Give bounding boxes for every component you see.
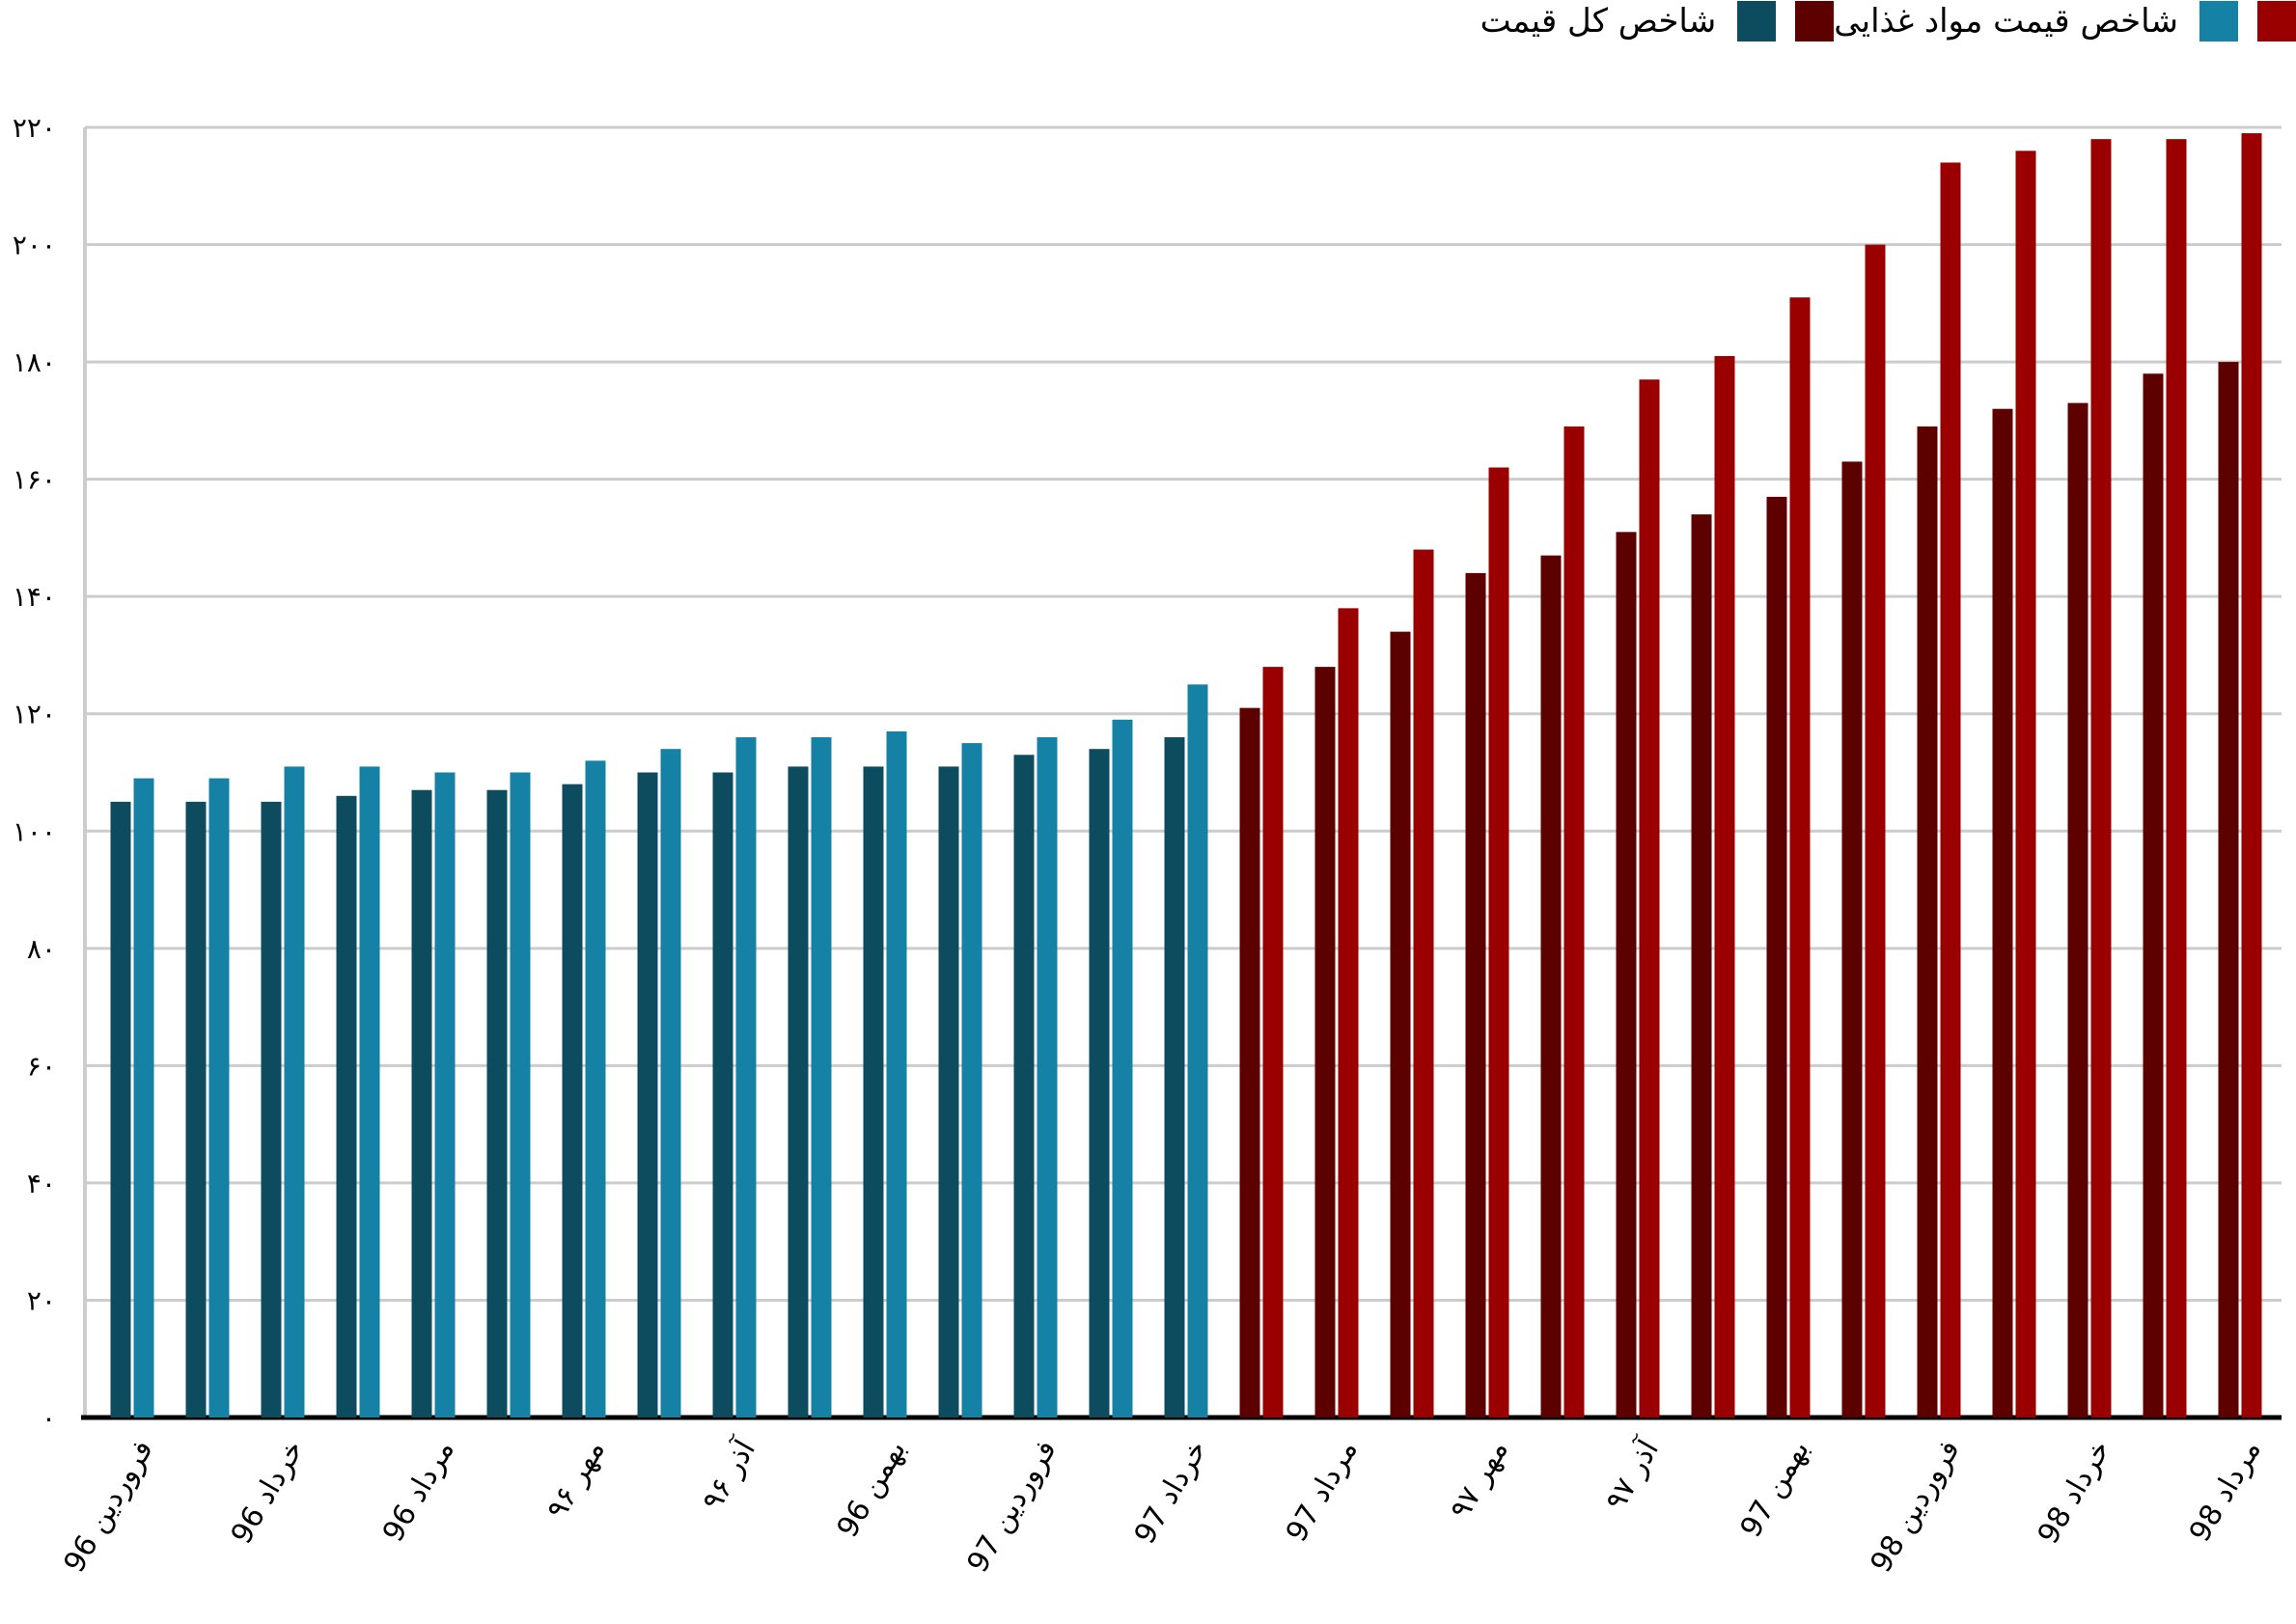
legend: شاخص قیمت مواد غذایی شاخص کل قیمت bbox=[1434, 0, 2296, 42]
bar-food-price-index bbox=[1563, 426, 1585, 1418]
y-tick-label: ۶۰ bbox=[27, 1050, 56, 1082]
bar-total-price-index bbox=[562, 784, 583, 1418]
x-tick-label: مهر ۹۶ bbox=[540, 1435, 612, 1526]
bar-food-price-index bbox=[585, 760, 606, 1418]
bar-total-price-index bbox=[1465, 572, 1486, 1418]
bar-food-price-index bbox=[886, 730, 907, 1418]
x-tick-label: فروردین 97 bbox=[961, 1435, 1064, 1579]
bar-total-price-index bbox=[1164, 737, 1185, 1418]
bar-total-price-index bbox=[637, 772, 658, 1418]
bar-food-price-index bbox=[359, 766, 380, 1418]
bar-total-price-index bbox=[1992, 408, 2013, 1418]
y-tick-label: ۱۸۰ bbox=[13, 346, 56, 378]
bar-food-price-index bbox=[1413, 549, 1434, 1418]
bar-food-price-index bbox=[1789, 297, 1811, 1418]
y-tick-label: ۸۰ bbox=[27, 933, 56, 965]
bar-food-price-index bbox=[2015, 151, 2036, 1418]
bar-total-price-index bbox=[1540, 555, 1562, 1418]
x-tick-label: آذر ۹۶ bbox=[695, 1433, 763, 1517]
bar-total-price-index bbox=[1390, 631, 1411, 1418]
x-tick-label: خرداد 98 bbox=[2032, 1435, 2117, 1551]
x-tick-label: خرداد 97 bbox=[1128, 1435, 1214, 1551]
bar-total-price-index bbox=[261, 801, 282, 1418]
y-tick-label: ۴۰ bbox=[27, 1168, 56, 1199]
bar-total-price-index bbox=[2067, 402, 2089, 1418]
bar-total-price-index bbox=[1616, 532, 1637, 1418]
x-tick-label: خرداد 96 bbox=[225, 1435, 311, 1551]
legend-swatch-food-teal bbox=[2199, 1, 2238, 41]
bar-total-price-index bbox=[185, 801, 207, 1418]
bar-food-price-index bbox=[1940, 162, 1961, 1418]
x-tick-label: بهمن 96 bbox=[831, 1435, 913, 1544]
x-tick-label: مرداد 96 bbox=[376, 1435, 461, 1548]
y-tick-label: ۰ bbox=[41, 1402, 56, 1434]
y-tick-label: ۲۰۰ bbox=[13, 230, 56, 261]
bar-food-price-index bbox=[133, 778, 154, 1418]
bar-food-price-index bbox=[208, 778, 230, 1418]
bar-total-price-index bbox=[1691, 514, 1712, 1418]
bar-food-price-index bbox=[1338, 608, 1359, 1418]
y-tick-label: ۱۰۰ bbox=[13, 815, 56, 847]
x-axis-ticks: فروردین 96 خرداد 96 مرداد 96 مهر ۹۶ آذر ۹۶ به… bbox=[58, 1433, 2268, 1579]
bar-food-price-index bbox=[2166, 139, 2187, 1418]
y-tick-label: ۲۲۰ bbox=[13, 112, 56, 144]
y-tick-label: ۲۰ bbox=[27, 1284, 56, 1316]
legend-swatch-food-red bbox=[2257, 1, 2296, 41]
bar-food-price-index bbox=[284, 766, 305, 1418]
bar-total-price-index bbox=[1013, 755, 1035, 1418]
bar-food-price-index bbox=[811, 737, 832, 1418]
legend-swatch-total-teal bbox=[1737, 1, 1777, 41]
y-axis-ticks: ۰ ۲۰ ۴۰ ۶۰ ۸۰ ۱۰۰ ۱۲۰ ۱۴۰ ۱۶۰ ۱۸۰ ۲۰۰ ۲۲۰ bbox=[13, 112, 56, 1434]
x-tick-label: فروردین 98 bbox=[1865, 1435, 1967, 1579]
bar-food-price-index bbox=[1112, 719, 1133, 1418]
legend-swatch-total-maroon bbox=[1795, 1, 1835, 41]
x-tick-label: مرداد 98 bbox=[2183, 1435, 2268, 1548]
bars bbox=[110, 133, 2262, 1418]
y-tick-label: ۱۶۰ bbox=[13, 464, 56, 496]
bar-total-price-index bbox=[863, 766, 884, 1418]
x-tick-label: مهر ۹۷ bbox=[1444, 1435, 1515, 1526]
bar-total-price-index bbox=[110, 801, 131, 1418]
legend-label-total: شاخص کل قیمت bbox=[1480, 2, 1717, 41]
legend-label-food: شاخص قیمت مواد غذایی bbox=[1834, 2, 2178, 41]
bar-food-price-index bbox=[1037, 737, 1058, 1418]
bar-total-price-index bbox=[712, 772, 733, 1418]
bar-food-price-index bbox=[1714, 356, 1735, 1418]
bar-food-price-index bbox=[510, 772, 531, 1418]
bar-total-price-index bbox=[1841, 461, 1863, 1418]
bar-food-price-index bbox=[1187, 684, 1208, 1418]
y-tick-label: ۱۲۰ bbox=[13, 699, 56, 730]
x-tick-label: مرداد 97 bbox=[1280, 1435, 1365, 1548]
bar-total-price-index bbox=[788, 766, 809, 1418]
bar-total-price-index bbox=[486, 789, 508, 1418]
bar-total-price-index bbox=[411, 789, 432, 1418]
bar-total-price-index bbox=[938, 766, 959, 1418]
bar-food-price-index bbox=[2241, 133, 2262, 1418]
bar-total-price-index bbox=[1239, 707, 1260, 1418]
bar-total-price-index bbox=[1766, 496, 1787, 1418]
bar-food-price-index bbox=[1488, 467, 1509, 1418]
bar-food-price-index bbox=[1865, 244, 1886, 1418]
bar-total-price-index bbox=[2218, 362, 2239, 1418]
bar-food-price-index bbox=[961, 743, 982, 1418]
x-tick-label: آذر ۹۷ bbox=[1598, 1433, 1667, 1517]
bar-total-price-index bbox=[1917, 426, 1938, 1418]
legend-item-food: شاخص قیمت مواد غذایی bbox=[1834, 1, 2296, 41]
bar-food-price-index bbox=[1262, 667, 1284, 1418]
bar-food-price-index bbox=[660, 749, 681, 1418]
bar-total-price-index bbox=[1314, 667, 1336, 1418]
bar-food-price-index bbox=[434, 772, 456, 1418]
y-tick-label: ۱۴۰ bbox=[13, 581, 56, 613]
bar-food-price-index bbox=[735, 737, 757, 1418]
x-tick-label: فروردین 96 bbox=[58, 1435, 160, 1579]
bar-total-price-index bbox=[336, 795, 357, 1418]
legend-item-total: شاخص کل قیمت bbox=[1480, 1, 1835, 41]
x-tick-label: بهمن 97 bbox=[1734, 1435, 1816, 1544]
bar-total-price-index bbox=[1089, 749, 1110, 1418]
bar-food-price-index bbox=[1639, 379, 1660, 1418]
bar-food-price-index bbox=[2090, 139, 2112, 1418]
bar-total-price-index bbox=[2143, 373, 2164, 1418]
